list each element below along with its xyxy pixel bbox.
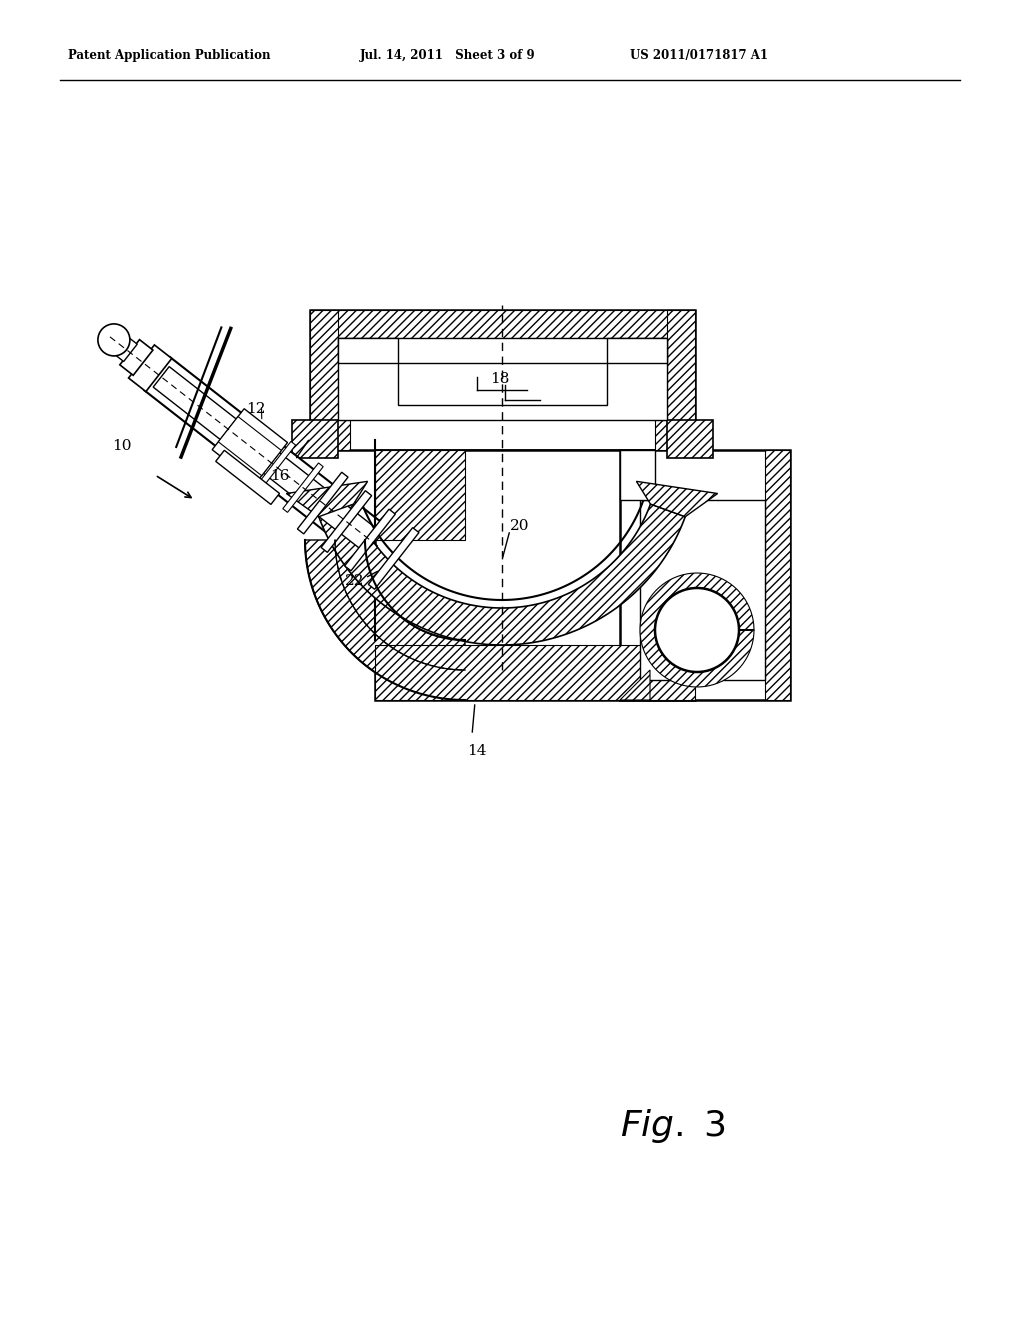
Bar	[310, 310, 338, 450]
Bar	[640, 500, 765, 680]
Text: Jul. 14, 2011   Sheet 3 of 9: Jul. 14, 2011 Sheet 3 of 9	[360, 49, 536, 62]
Bar	[620, 450, 790, 700]
Bar	[292, 420, 338, 458]
Polygon shape	[120, 339, 153, 375]
Polygon shape	[322, 491, 372, 552]
Bar	[310, 310, 695, 338]
Bar	[667, 310, 695, 450]
Text: 14: 14	[467, 744, 486, 758]
Polygon shape	[216, 450, 280, 504]
Circle shape	[655, 587, 739, 672]
Polygon shape	[318, 504, 685, 645]
Text: 10: 10	[112, 440, 131, 453]
Bar	[667, 420, 713, 458]
Polygon shape	[345, 510, 395, 570]
Bar	[398, 363, 607, 405]
Text: $\mathit{Fig.\ 3}$: $\mathit{Fig.\ 3}$	[620, 1107, 726, 1144]
Bar	[607, 338, 667, 363]
Polygon shape	[305, 540, 465, 700]
Text: US 2011/0171817 A1: US 2011/0171817 A1	[630, 49, 768, 62]
Polygon shape	[297, 473, 348, 533]
Polygon shape	[255, 441, 296, 491]
Bar	[375, 450, 465, 540]
Polygon shape	[636, 482, 718, 516]
Polygon shape	[369, 528, 419, 589]
Bar	[375, 645, 695, 700]
Polygon shape	[113, 335, 137, 362]
Polygon shape	[620, 671, 650, 700]
Bar	[338, 338, 667, 420]
Polygon shape	[283, 463, 324, 512]
Polygon shape	[287, 482, 368, 516]
Bar	[310, 420, 350, 450]
Bar	[338, 338, 398, 363]
Polygon shape	[144, 358, 383, 557]
Polygon shape	[640, 573, 754, 686]
Bar	[310, 310, 695, 450]
Bar	[620, 450, 655, 500]
Polygon shape	[129, 345, 172, 392]
Circle shape	[98, 323, 130, 356]
Polygon shape	[212, 409, 288, 483]
Text: 22: 22	[345, 574, 365, 587]
Bar	[765, 450, 790, 700]
Bar	[375, 450, 695, 700]
Text: 20: 20	[510, 519, 529, 533]
Polygon shape	[218, 417, 282, 475]
Text: 16: 16	[270, 469, 290, 483]
Polygon shape	[154, 367, 378, 550]
Text: Patent Application Publication: Patent Application Publication	[68, 49, 270, 62]
Text: 18: 18	[490, 372, 509, 385]
Text: 12: 12	[247, 401, 266, 416]
Bar	[655, 420, 695, 450]
